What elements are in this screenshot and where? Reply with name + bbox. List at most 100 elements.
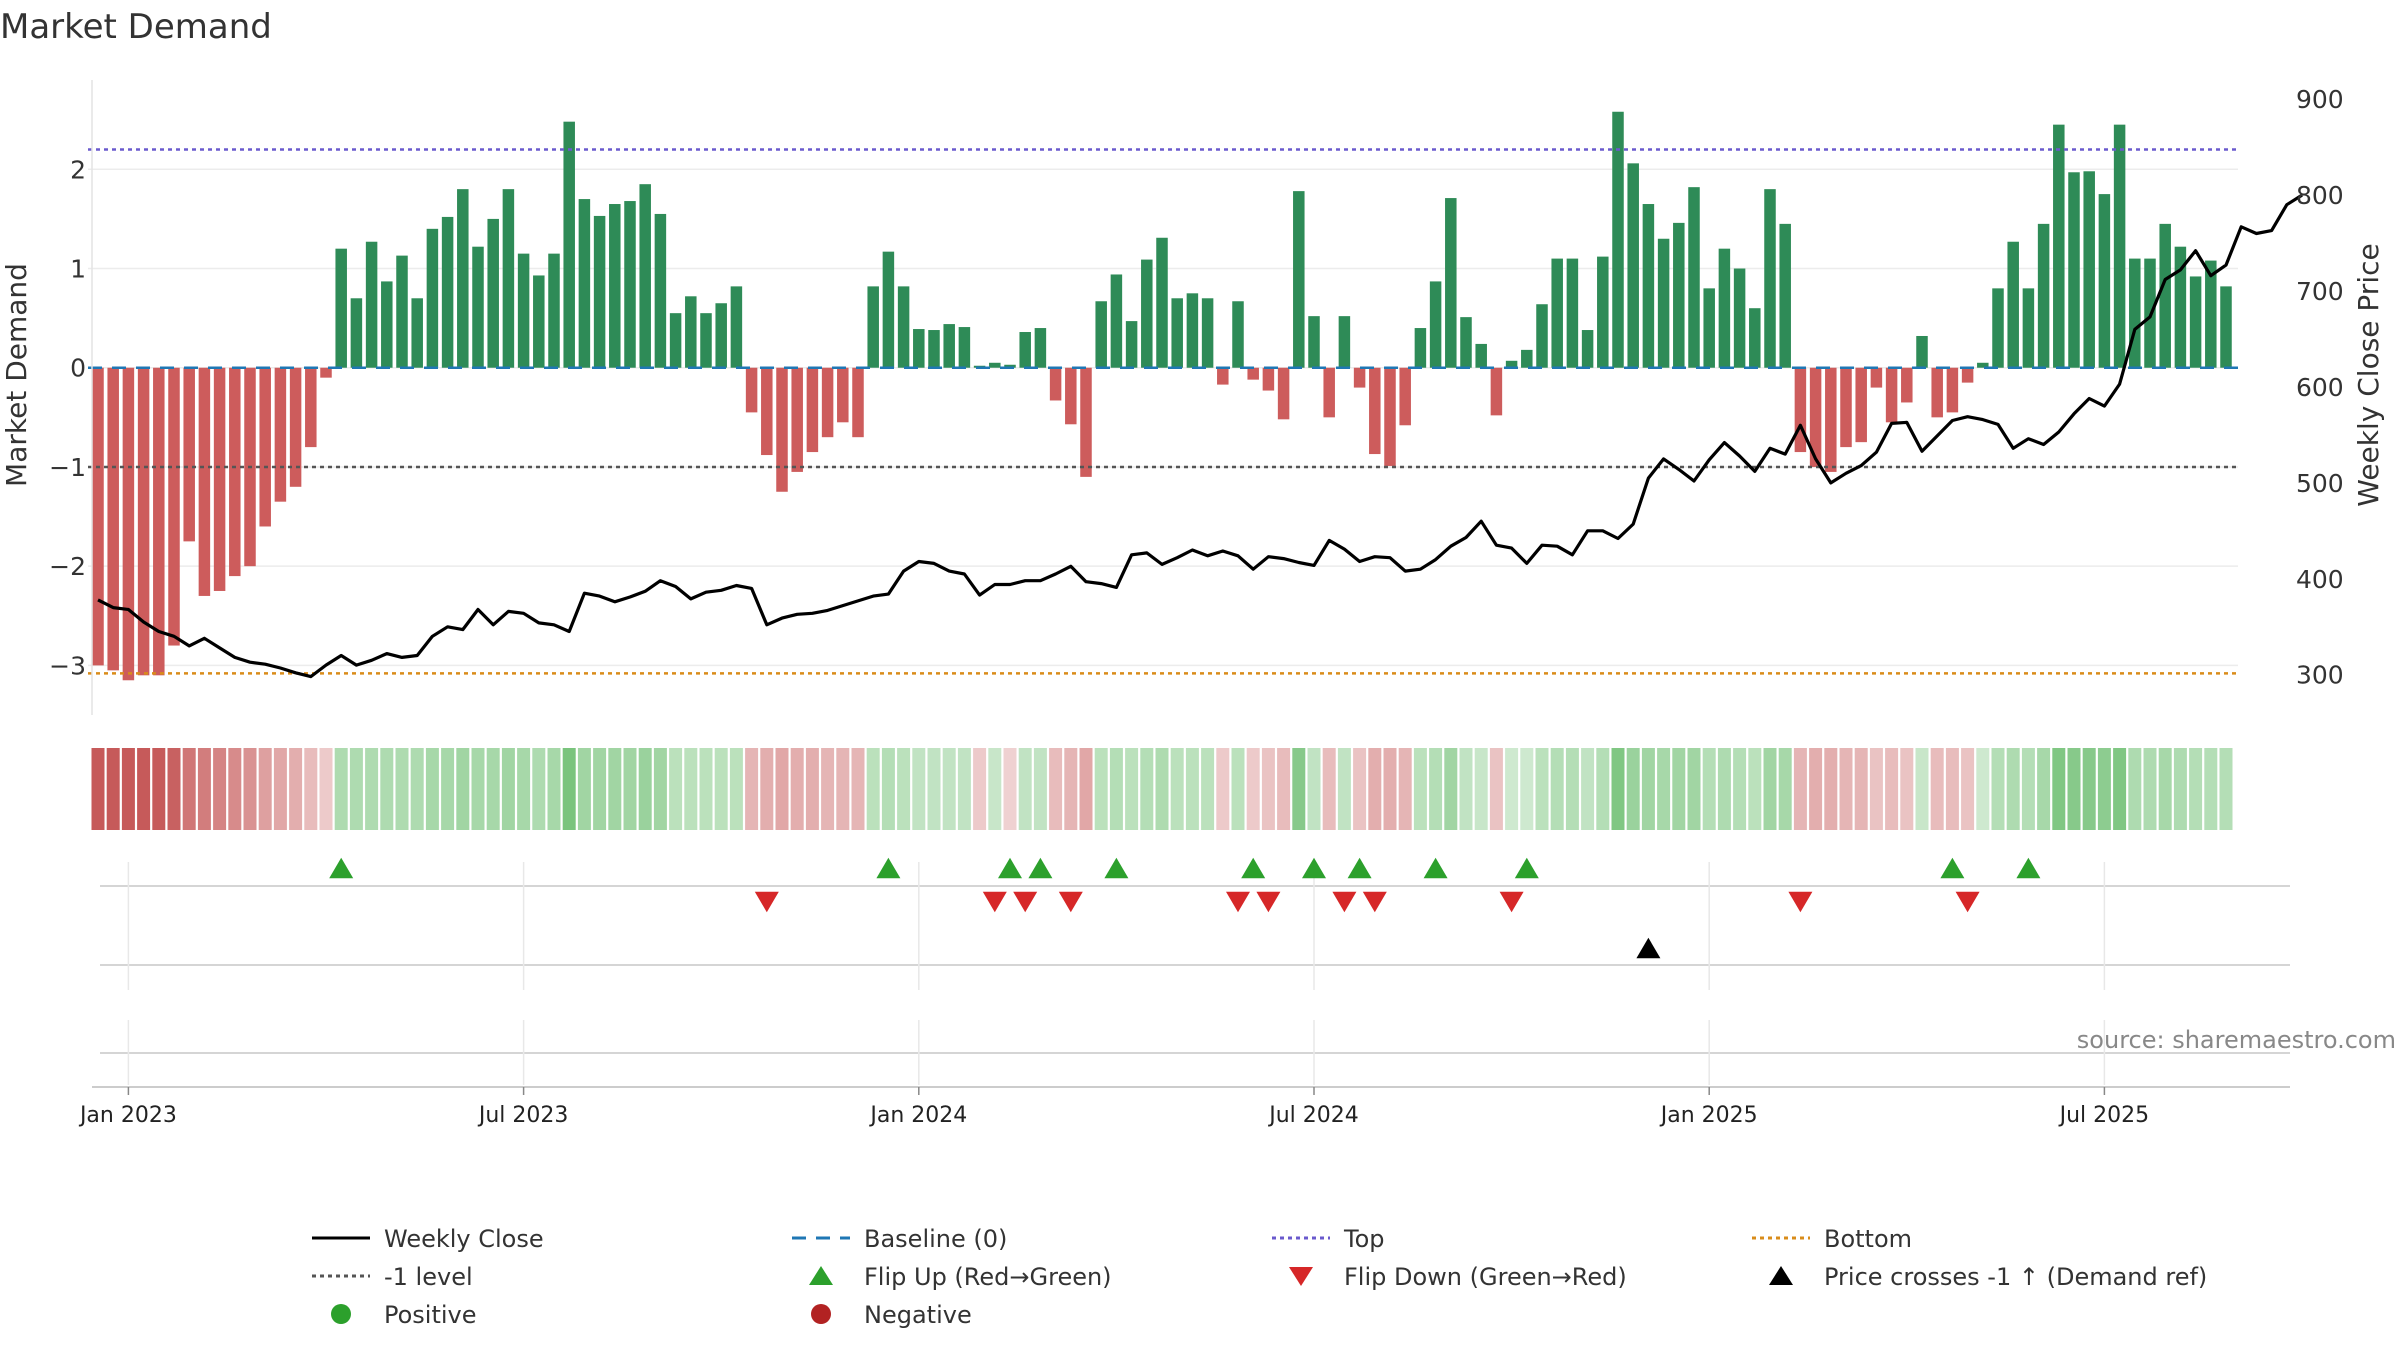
heat-cell: [289, 748, 303, 830]
heat-cell: [547, 748, 561, 830]
reference-lines: [88, 148, 2238, 675]
heat-cell: [2113, 748, 2127, 830]
heat-cell: [1003, 748, 1017, 830]
demand-bar-positive: [1308, 316, 1320, 368]
legend-label-flip-up: Flip Up (Red→Green): [864, 1263, 1112, 1291]
legend-label-positive: Positive: [384, 1301, 477, 1329]
heat-cell: [1596, 748, 1610, 830]
heat-cell: [2067, 748, 2081, 830]
heat-cell: [714, 748, 728, 830]
heat-cell: [1049, 748, 1063, 830]
heat-cell: [167, 748, 181, 830]
demand-bar-negative: [92, 367, 104, 666]
demand-bar-positive: [958, 327, 971, 368]
demand-bar-positive: [1733, 268, 1746, 368]
heat-cell: [2082, 748, 2096, 830]
heat-cell: [1702, 748, 1716, 830]
heat-cell: [805, 748, 819, 830]
demand-bar-negative: [1277, 367, 1290, 420]
demand-bar-positive: [1977, 362, 1989, 368]
demand-bar-positive: [2022, 288, 2035, 368]
demand-bar-positive: [2189, 276, 2202, 368]
heat-cell: [106, 748, 120, 830]
y2-tick-label: 500: [2296, 469, 2344, 498]
demand-bar-positive: [624, 201, 636, 368]
demand-bar-negative: [1217, 367, 1229, 385]
demand-bar-positive: [700, 313, 712, 368]
demand-bar-positive: [1916, 335, 1928, 368]
demand-bar-positive: [411, 298, 423, 368]
heat-cell: [1778, 748, 1792, 830]
flip-up-marker: [2016, 857, 2041, 879]
demand-bar-positive: [578, 199, 591, 368]
demand-bar-negative: [274, 367, 287, 502]
heat-cell: [1961, 748, 1975, 830]
heat-cell: [1444, 748, 1458, 830]
demand-bar-positive: [441, 216, 454, 368]
heat-cell: [684, 748, 698, 830]
demand-bar-positive: [2113, 124, 2126, 368]
demand-bar-positive: [533, 275, 545, 368]
price-cross-marker: [1636, 937, 1661, 959]
demand-bar-positive: [2174, 246, 2187, 368]
y2-tick-label: 300: [2296, 661, 2344, 690]
x-tick-label: Jul 2025: [2058, 1103, 2150, 1128]
demand-bar-negative: [761, 367, 773, 456]
heat-cell: [441, 748, 455, 830]
demand-bar-positive: [548, 253, 560, 368]
flip-up-marker: [1302, 857, 1326, 879]
flip-up-marker: [998, 857, 1022, 879]
heat-cell: [821, 748, 835, 830]
y2-tick-label: 900: [2296, 85, 2344, 114]
demand-bar-positive: [1141, 259, 1153, 368]
legend-label-cross: Price crosses -1 ↑ (Demand ref): [1824, 1263, 2207, 1291]
heat-cell: [942, 748, 956, 830]
heat-cell: [593, 748, 607, 830]
demand-bar-positive: [867, 286, 879, 368]
heat-cell: [1824, 748, 1838, 830]
heat-cell: [319, 748, 333, 830]
demand-bar-positive: [2098, 194, 2111, 368]
y-tick-label: −3: [49, 651, 86, 680]
heat-cell: [182, 748, 196, 830]
demand-bar-positive: [928, 330, 940, 368]
demand-bar-positive: [2159, 223, 2171, 368]
demand-bar-positive: [2129, 258, 2141, 368]
demand-bar-positive: [1764, 189, 1776, 368]
demand-bar-positive: [487, 218, 499, 368]
demand-bar-negative: [1931, 367, 1943, 418]
y2-tick-label: 400: [2296, 565, 2344, 594]
heat-cell: [729, 748, 743, 830]
demand-bar-negative: [1049, 367, 1062, 401]
y2-tick-label: 800: [2296, 181, 2344, 210]
heat-cell: [1170, 748, 1184, 830]
heat-cell: [365, 748, 379, 830]
x-axis: Jan 2023 Jul 2023 Jan 2024 Jul 2024 Jan 2025…: [78, 1086, 2290, 1128]
heat-cell: [137, 748, 151, 830]
demand-bar-positive: [1597, 256, 1609, 368]
flip-down-marker: [1013, 891, 1038, 913]
heat-cell: [2037, 748, 2051, 830]
y-tick-label: 2: [70, 155, 86, 184]
flip-up-marker: [1940, 857, 1965, 879]
y2-axis-label: Weekly Close Price: [2352, 243, 2385, 506]
demand-bar-positive: [1992, 288, 2004, 368]
heat-cell: [273, 748, 287, 830]
heat-cell: [1353, 748, 1367, 830]
heat-cell: [577, 748, 591, 830]
heat-cell: [1489, 748, 1503, 830]
heat-cell: [608, 748, 622, 830]
heat-cell: [1991, 748, 2005, 830]
heat-cell: [395, 748, 409, 830]
heat-cell: [1611, 748, 1625, 830]
heat-cell: [1900, 748, 1914, 830]
heat-cell: [1094, 748, 1108, 830]
legend-label-minus-one: -1 level: [384, 1263, 473, 1291]
demand-bar-positive: [517, 253, 530, 368]
heat-cell: [1277, 748, 1291, 830]
demand-bar-negative: [1247, 367, 1259, 380]
demand-bar-negative: [320, 367, 332, 378]
demand-bar-positive: [1657, 238, 1670, 368]
heat-cell: [304, 748, 318, 830]
y-tick-label: 0: [70, 354, 86, 383]
